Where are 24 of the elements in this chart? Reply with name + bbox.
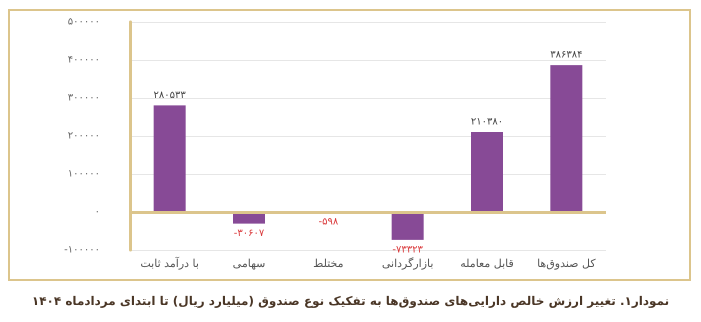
y-tick-label: ۳۰۰۰۰۰ — [68, 92, 100, 104]
data-label: ۳۸۶۳۸۴ — [550, 50, 582, 61]
data-label: -۷۳۳۲۳ — [392, 244, 424, 256]
x-tick-label: با درآمد ثابت — [140, 256, 199, 270]
x-tick-label: قابل معامله — [460, 257, 514, 270]
x-tick-label: مختلط — [313, 257, 344, 270]
x-tick-label: کل صندوق‌ها — [537, 257, 596, 270]
bar — [392, 212, 424, 240]
y-tick-label: ۴۰۰۰۰۰ — [68, 54, 100, 66]
x-tick-label: بازارگردانی — [382, 257, 434, 270]
bar — [550, 65, 582, 212]
y-tick-label: ۱۰۰۰۰۰ — [68, 168, 100, 180]
y-tick-label: -۱۰۰۰۰۰ — [64, 244, 100, 256]
y-tick-label: ۰ — [94, 206, 100, 218]
bar — [154, 105, 186, 212]
x-tick-label: سهامی — [232, 257, 266, 270]
data-label: ۲۱۰۳۸۰ — [470, 116, 504, 128]
data-label: -۳۰۶۰۷ — [234, 228, 265, 240]
y-tick-label: ۲۰۰۰۰۰ — [68, 130, 100, 142]
data-label: ۲۸۰۵۳۳ — [154, 90, 186, 101]
bar — [471, 132, 503, 212]
data-label: -۵۹۸ — [318, 216, 339, 228]
text: نمودار۱. تغییر ارزش خالص دارایی‌های صندوق‌ها به تفکیک نوع صندوق (میلیارد ریال) تا ابتدای مردادماه ۱۴۰۴ — [32, 294, 670, 308]
y-tick-label: ۵۰۰۰۰۰ — [68, 16, 100, 28]
